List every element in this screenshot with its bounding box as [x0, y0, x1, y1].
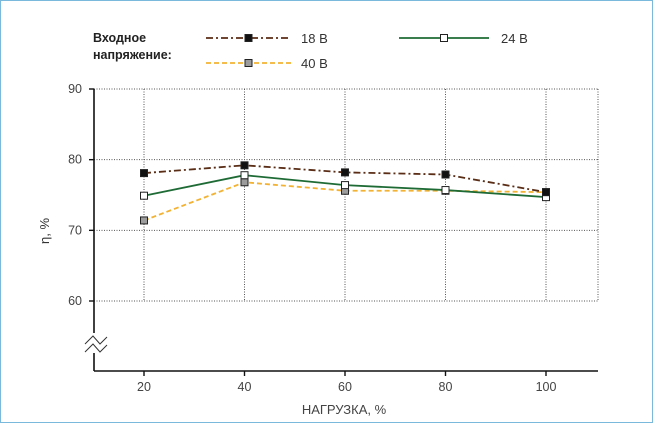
axis-break-mark: [84, 335, 108, 345]
legend-entry: 40 В: [206, 56, 328, 71]
legend: Входное напряжение: 18 В 24 В 40 В: [93, 31, 528, 71]
series-1: [140, 171, 550, 202]
legend-entry: 18 В: [206, 31, 328, 46]
legend-marker: [244, 34, 253, 42]
x-tick-label: 20: [137, 380, 151, 394]
data-point: [140, 169, 148, 178]
legend-marker: [244, 59, 253, 67]
x-tick-label: 40: [238, 380, 252, 394]
legend-label: 18 В: [301, 31, 328, 46]
x-tick-label: 80: [439, 380, 453, 394]
data-point: [341, 168, 349, 177]
legend-label: 40 В: [301, 56, 328, 71]
data-point: [542, 188, 550, 197]
data-point: [140, 216, 148, 225]
legend-entry: 24 В: [399, 31, 528, 46]
legend-title-line-2: напряжение:: [93, 48, 172, 62]
axes: [84, 88, 598, 376]
x-tick-label: 100: [536, 380, 557, 394]
data-point: [240, 171, 249, 180]
legend-marker: [440, 34, 448, 42]
data-point: [140, 191, 148, 200]
series-layer: [140, 161, 550, 225]
series-0: [140, 161, 550, 197]
data-point: [441, 170, 450, 179]
data-point: [341, 181, 349, 190]
data-point: [240, 161, 249, 170]
axis-break-mark: [84, 343, 108, 353]
tick-labels: 90 80 70 60 20 40 60 80 100: [68, 82, 556, 394]
legend-title-line-1: Входное: [93, 31, 146, 45]
y-tick-label: 60: [68, 294, 82, 308]
x-axis-label: НАГРУЗКА, %: [302, 402, 387, 417]
data-point: [240, 178, 249, 187]
y-tick-label: 80: [68, 153, 82, 167]
legend-label: 24 В: [501, 31, 528, 46]
y-axis-label: η, %: [37, 218, 52, 244]
y-tick-label: 70: [68, 223, 82, 237]
y-tick-label: 90: [68, 82, 82, 96]
x-tick-label: 60: [338, 380, 352, 394]
data-point: [441, 186, 450, 195]
